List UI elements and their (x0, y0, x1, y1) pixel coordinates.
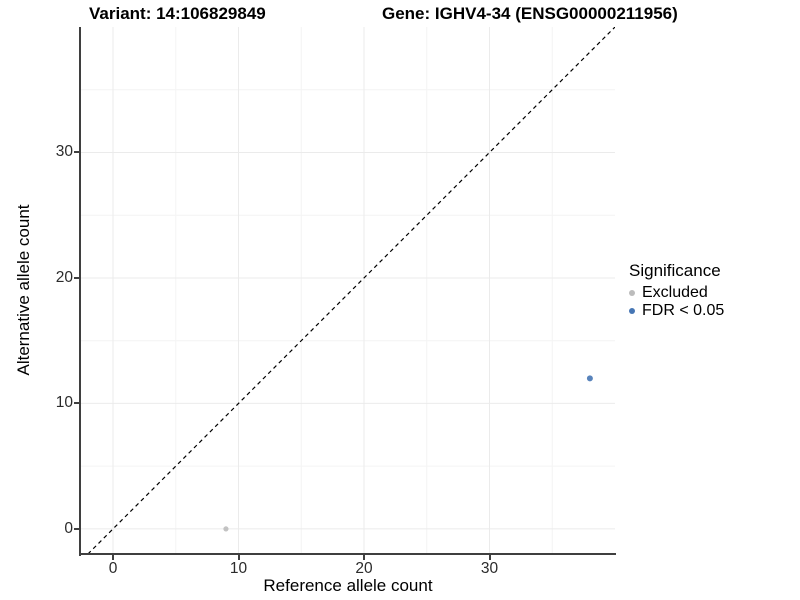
plot-canvas (81, 27, 615, 554)
x-tick-label: 20 (355, 560, 373, 577)
plot-panel (81, 27, 615, 554)
x-tick-label: 0 (108, 560, 118, 577)
legend-title: Significance (629, 261, 721, 280)
excluded-point-swatch (629, 290, 635, 296)
x-tick-mark (237, 555, 240, 560)
fdr-point-swatch (629, 308, 635, 314)
y-tick-mark (74, 151, 79, 154)
x-axis-line (79, 553, 616, 555)
data-point-fdr (586, 375, 593, 382)
x-axis-title: Reference allele count (263, 576, 433, 595)
identity-line (87, 27, 615, 554)
plot-title-gene: Gene: IGHV4-34 (ENSG00000211956) (382, 4, 678, 23)
y-tick-mark (74, 276, 79, 279)
y-axis-title: Alternative allele count (14, 204, 33, 376)
legend: Significance Excluded FDR < 0.05 (629, 261, 724, 320)
legend-item-fdr: FDR < 0.05 (629, 302, 724, 320)
legend-item-excluded: Excluded (629, 284, 724, 302)
legend-item-label: Excluded (642, 284, 708, 301)
x-tick-mark (112, 555, 114, 560)
y-tick-mark (74, 402, 79, 405)
x-tick-label: 30 (480, 560, 499, 577)
y-tick-label: 30 (55, 143, 73, 161)
y-tick-label: 0 (64, 519, 73, 537)
legend-item-label: FDR < 0.05 (642, 302, 725, 319)
y-tick-label: 10 (55, 394, 73, 412)
y-tick-mark (74, 527, 79, 530)
data-point-excluded (223, 526, 229, 532)
x-tick-label: 10 (229, 560, 248, 577)
x-tick-mark (363, 555, 365, 560)
plot-title-variant: Variant: 14:106829849 (89, 4, 266, 23)
y-axis-line (79, 27, 81, 556)
x-tick-mark (488, 555, 491, 560)
y-tick-label: 20 (55, 268, 73, 286)
